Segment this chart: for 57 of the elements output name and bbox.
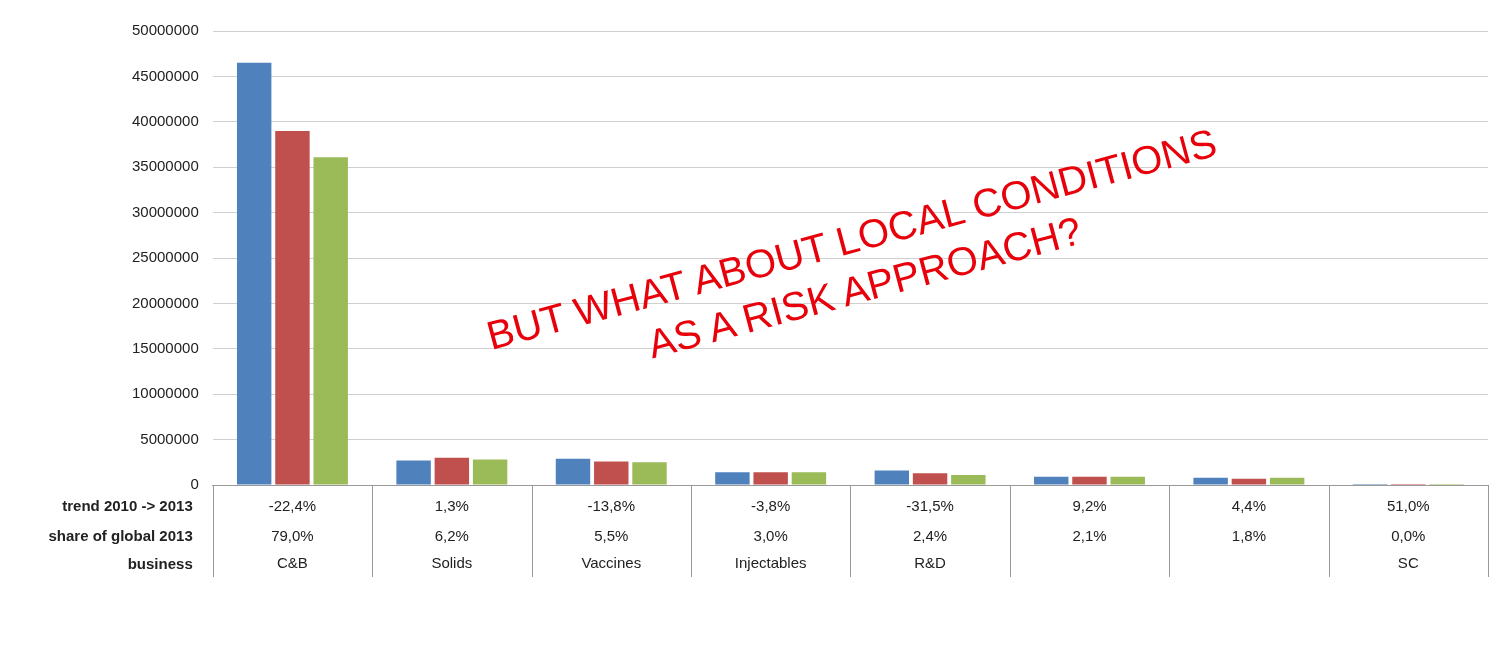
bar: [1231, 478, 1267, 485]
text: trend 2010 -> 2013: [62, 497, 193, 515]
y-tick-label: 40000000: [131, 111, 199, 129]
text: 6,2%: [434, 527, 469, 545]
text: 2,4%: [912, 527, 948, 545]
bar: [1193, 477, 1228, 485]
x-tick-label: Injectables: [734, 554, 807, 572]
bar: [434, 457, 470, 485]
bar: [313, 157, 348, 485]
text: business: [127, 555, 193, 573]
y-tick-label: 50000000: [131, 21, 199, 39]
text: 2,1%: [1072, 527, 1107, 545]
y-tick-label: 20000000: [131, 293, 199, 311]
bar: [715, 472, 750, 485]
x-tick-label: Solids: [431, 554, 473, 572]
bar: [951, 475, 986, 485]
text: -13,8%: [587, 497, 636, 515]
bar: [236, 62, 272, 485]
text: 4,4%: [1231, 497, 1266, 515]
y-tick-label: 15000000: [131, 338, 199, 356]
x-tick-label: SC: [1397, 554, 1419, 572]
bar: [275, 130, 310, 485]
text: -22,4%: [268, 497, 317, 515]
text: 1,8%: [1231, 527, 1266, 545]
bar: [753, 472, 788, 485]
bar: [594, 461, 629, 485]
text: 79,0%: [271, 527, 314, 545]
y-tick-label: 5000000: [140, 429, 199, 447]
text: share of global 2013: [48, 527, 193, 545]
text: 3,0%: [753, 527, 788, 545]
bar: [472, 459, 508, 485]
bar: [1269, 477, 1305, 485]
y-tick-label: 10000000: [131, 384, 199, 402]
bar: [791, 472, 827, 485]
x-tick-label: C&B: [277, 554, 308, 572]
bar: [912, 473, 948, 485]
bar: [874, 470, 910, 485]
y-tick-label: 25000000: [131, 248, 199, 266]
y-tick-label: 30000000: [131, 202, 199, 220]
text: -3,8%: [751, 497, 791, 515]
bar: [632, 462, 667, 485]
bar: [1034, 476, 1069, 485]
bar: [555, 458, 591, 485]
text: 5,5%: [594, 527, 629, 545]
bar: [1072, 476, 1107, 485]
text: 9,2%: [1072, 497, 1107, 515]
x-tick-label: Vaccines: [581, 554, 642, 572]
x-tick-label: R&D: [914, 554, 947, 572]
text: 51,0%: [1387, 497, 1430, 515]
y-tick-label: 35000000: [131, 157, 199, 175]
y-tick-label: 45000000: [131, 66, 199, 84]
text: -31,5%: [906, 497, 954, 515]
bar: [1110, 476, 1145, 485]
y-tick-label: 0: [190, 475, 199, 493]
text: 0,0%: [1391, 527, 1426, 545]
text: 1,3%: [434, 497, 469, 515]
bar: [396, 460, 431, 485]
